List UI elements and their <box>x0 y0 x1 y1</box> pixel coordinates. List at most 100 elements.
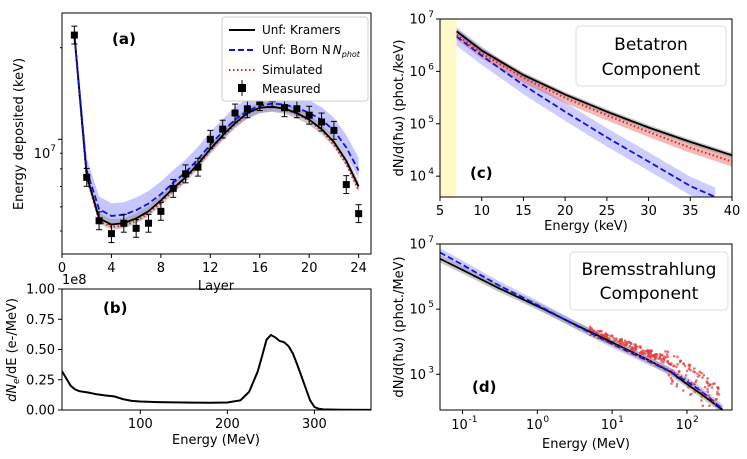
simulated-point <box>684 374 688 377</box>
simulated-point <box>649 349 653 353</box>
simulated-point <box>708 383 712 386</box>
panel-c-frame <box>439 18 733 198</box>
kramers-line <box>440 257 724 410</box>
simulated-point <box>649 352 653 355</box>
panel-a-xtick-label: 8 <box>157 261 165 276</box>
simulated-point <box>675 365 678 369</box>
legend-measured: Measured <box>262 82 321 96</box>
panel-b-xtick-label: 300 <box>302 417 327 432</box>
simulated-point <box>701 404 705 408</box>
born-uncertainty-band <box>440 248 723 410</box>
panel-d-xtick-exponent: 2 <box>693 415 699 425</box>
measured-point <box>95 217 103 225</box>
panel-a-ylabel: Energy deposited (keV) <box>12 58 27 210</box>
panel-c-xtick-label: 20 <box>557 204 574 219</box>
simulated-point <box>682 389 685 392</box>
panel-d-label: (d) <box>472 378 496 396</box>
simulated-point <box>615 337 618 340</box>
simulated-point <box>665 353 669 356</box>
panel-a-xtick-label: 0 <box>58 261 66 276</box>
panel-d-xtick-exponent: -1 <box>469 415 478 425</box>
simulated-point <box>714 398 718 401</box>
measured-point <box>342 181 350 189</box>
panel-c-xtick-label: 40 <box>724 204 741 219</box>
measured-point <box>83 173 91 181</box>
simulated-point <box>639 346 642 349</box>
simulated-point <box>715 392 719 396</box>
simulated-point <box>596 329 599 333</box>
simulated-point <box>612 336 616 340</box>
simulated-point <box>660 353 664 357</box>
panel-d-title-line2: Component <box>600 284 699 304</box>
born-uncertainty-band <box>456 27 716 197</box>
simulated-point <box>683 364 687 368</box>
panel-d-ytick-label: 10 <box>409 368 426 383</box>
simulated-point <box>716 390 719 394</box>
panel-b-offset: 1e8 <box>62 273 87 288</box>
simulated-point <box>667 373 671 377</box>
simulated-point <box>676 362 679 366</box>
measured-point <box>305 111 313 119</box>
simulated-point <box>660 360 663 363</box>
panel-a-xtick-label: 24 <box>350 261 367 276</box>
measured-point <box>330 126 338 134</box>
simulated-line <box>589 334 718 407</box>
measured-point <box>355 210 363 218</box>
simulated-point <box>629 341 633 345</box>
measured-point <box>206 135 214 143</box>
simulated-point <box>598 329 602 333</box>
simulated-point <box>696 372 699 375</box>
panel-b: 100 200 300 0.00 0.25 0.50 0.75 1.00 (b) 1e8 En… <box>5 273 372 448</box>
simulated-point <box>618 339 622 343</box>
measured-point <box>280 104 288 112</box>
simulated-point <box>693 367 696 370</box>
simulated-point <box>650 354 653 358</box>
simulated-point <box>627 340 631 344</box>
simulated-point <box>653 357 657 360</box>
measured-point <box>293 105 301 113</box>
simulated-point <box>608 334 612 338</box>
panel-d-xtick-exponent: 0 <box>543 415 549 425</box>
simulated-point <box>666 359 670 363</box>
panel-d-ytick-exponent: 3 <box>428 365 434 375</box>
panel-a-ytick: 107 <box>34 144 56 162</box>
panel-d-xtick-label: 10 <box>601 418 618 433</box>
simulated-point <box>659 357 663 361</box>
simulated-point <box>715 415 718 418</box>
panel-c-title-line2: Component <box>602 60 701 80</box>
simulated-point <box>605 336 609 339</box>
simulated-point <box>685 369 689 373</box>
kramers-uncertainty-band <box>456 28 732 158</box>
measured-point <box>231 109 239 117</box>
simulated-point <box>708 404 711 408</box>
simulated-point <box>678 359 682 363</box>
panel-c-ytick-exponent: 6 <box>428 62 434 72</box>
panel-c-ytick-exponent: 7 <box>428 10 434 20</box>
simulated-point <box>690 392 693 396</box>
panel-d-ytick-label: 10 <box>409 238 426 253</box>
simulated-point <box>592 329 595 333</box>
simulated-point <box>639 350 643 354</box>
simulated-point <box>682 362 685 365</box>
panel-b-ylabel: dNe/dE (e-/MeV) <box>5 298 22 402</box>
simulated-point <box>696 375 700 378</box>
simulated-point <box>710 386 714 389</box>
simulated-point <box>666 350 670 353</box>
measured-point <box>194 163 202 171</box>
simulated-point <box>692 370 695 373</box>
kramers-line <box>456 30 732 157</box>
simulated-point <box>676 355 679 359</box>
simulated-point <box>705 381 709 384</box>
panel-d-ytick-exponent: 5 <box>428 300 434 310</box>
panel-c-xtick-label: 25 <box>599 204 616 219</box>
panel-c-xtick-label: 5 <box>436 204 444 219</box>
panel-c-ytick-label: 10 <box>409 65 426 80</box>
simulated-point <box>647 354 650 358</box>
simulated-point <box>634 344 637 348</box>
simulated-line <box>456 33 732 163</box>
panel-c-xtick-label: 35 <box>682 204 699 219</box>
simulated-point <box>675 385 678 388</box>
simulated-point <box>663 359 666 362</box>
panel-a-xlabel: Layer <box>198 279 235 294</box>
